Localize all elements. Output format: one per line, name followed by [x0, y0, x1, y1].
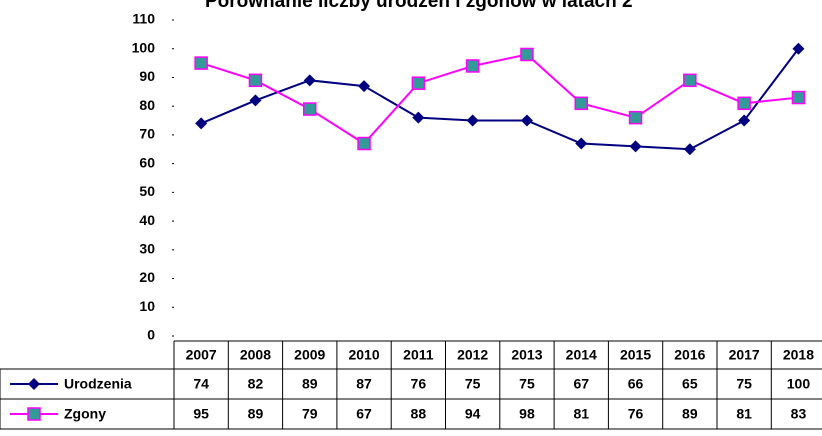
x-tick-label: 2017: [729, 347, 760, 363]
legend-label: Urodzenia: [64, 376, 132, 392]
marker: [195, 117, 208, 130]
table-value: 89: [302, 376, 318, 392]
table-value: 74: [193, 376, 209, 392]
marker: [520, 47, 534, 62]
table-value: 76: [628, 406, 644, 422]
marker: [738, 114, 751, 127]
x-tick-label: 2010: [348, 347, 379, 363]
x-tick-label: 2009: [294, 347, 325, 363]
table-value: 66: [628, 376, 644, 392]
table-value: 98: [519, 406, 535, 422]
x-tick-label: 2008: [240, 347, 271, 363]
table-value: 67: [356, 406, 372, 422]
y-tick-label: 80: [139, 97, 155, 113]
marker: [465, 59, 480, 73]
marker: [520, 114, 533, 127]
y-tick-label: 30: [139, 241, 155, 257]
y-tick-label: 40: [139, 212, 155, 228]
marker: [683, 143, 696, 156]
table-value: 79: [302, 406, 318, 422]
table-value: 76: [411, 376, 427, 392]
series-line: [200, 48, 800, 151]
y-tick-label: 70: [139, 126, 155, 142]
marker: [248, 73, 263, 88]
x-tick-label: 2007: [186, 347, 217, 363]
y-tick-label: 50: [139, 183, 155, 199]
y-tick-label: 60: [139, 154, 155, 170]
marker: [466, 114, 479, 127]
marker: [249, 94, 262, 107]
x-tick-label: 2011: [403, 347, 434, 363]
marker: [575, 137, 588, 150]
table-value: 94: [465, 406, 481, 422]
table-value: 87: [356, 376, 372, 392]
chart-title: Porównanie liczby urodzeń i zgonów w lat…: [205, 0, 633, 12]
marker: [791, 90, 806, 105]
table-value: 75: [736, 376, 752, 392]
x-tick-label: 2012: [457, 347, 488, 363]
table-value: 88: [411, 406, 427, 422]
marker: [629, 140, 642, 153]
marker: [411, 76, 426, 90]
table-value: 81: [736, 406, 752, 422]
marker: [28, 378, 40, 390]
marker: [792, 42, 805, 55]
marker: [303, 102, 317, 116]
table-value: 65: [682, 376, 698, 392]
x-tick-label: 2014: [566, 347, 597, 363]
y-tick-label: 10: [139, 298, 155, 314]
table-value: 75: [519, 376, 535, 392]
marker: [194, 56, 208, 70]
y-tick-label: 20: [139, 269, 155, 285]
marker: [683, 73, 697, 88]
table-value: 89: [682, 406, 698, 422]
marker: [357, 136, 371, 151]
table-value: 82: [248, 376, 264, 392]
marker: [737, 96, 751, 111]
y-tick-label: 110: [132, 11, 155, 27]
legend-label: Zgony: [64, 406, 106, 422]
y-tick-label: 0: [147, 327, 155, 343]
marker: [412, 111, 425, 124]
x-tick-label: 2013: [511, 347, 542, 363]
y-tick-label: 90: [139, 68, 155, 84]
table-value: 89: [248, 406, 264, 422]
x-tick-label: 2018: [783, 347, 814, 363]
series-line: [200, 53, 799, 145]
table-value: 100: [787, 376, 811, 392]
marker: [628, 110, 643, 125]
table-value: 67: [573, 376, 589, 392]
table-value: 83: [791, 406, 807, 422]
y-tick-label: 100: [132, 39, 156, 55]
table-value: 95: [193, 406, 209, 422]
marker: [303, 74, 316, 87]
marker: [358, 80, 371, 93]
table-value: 75: [465, 376, 481, 392]
table-value: 81: [573, 406, 589, 422]
x-tick-label: 2015: [620, 347, 651, 363]
marker: [574, 96, 588, 111]
marker: [27, 407, 41, 421]
x-tick-label: 2016: [674, 347, 705, 363]
